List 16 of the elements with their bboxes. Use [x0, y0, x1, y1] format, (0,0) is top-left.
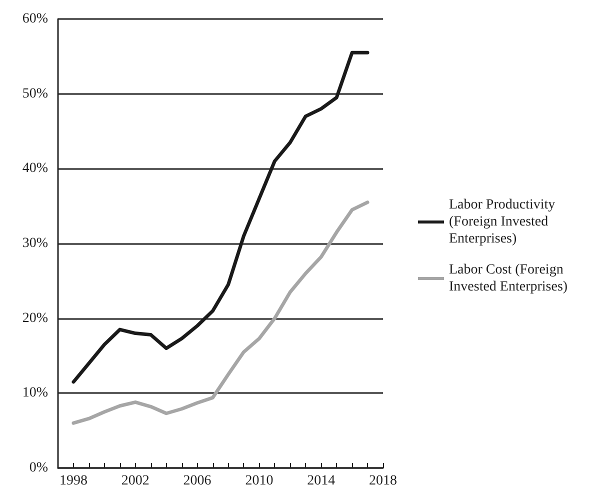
- legend-label: Labor Productivity (Foreign Invested Enterprises): [449, 198, 559, 246]
- legend-label: Labor Cost (Foreign Invested Enterprises): [449, 262, 568, 294]
- x-tick-label: 2018: [369, 474, 397, 488]
- y-tick-label: 30%: [22, 236, 48, 251]
- y-tick-label: 10%: [22, 386, 48, 401]
- x-tick-label: 2014: [307, 474, 336, 488]
- y-tick-label: 50%: [22, 86, 48, 102]
- y-tick-label: 20%: [22, 310, 48, 326]
- x-tick-label: 1998: [59, 474, 88, 488]
- x-tick-label: 2010: [245, 474, 274, 488]
- line-series: [72, 200, 370, 425]
- y-tick-label: 60%: [22, 12, 48, 26]
- y-tick-label: 0%: [29, 460, 48, 476]
- x-tick-label: 2002: [121, 474, 150, 488]
- y-tick-label: 40%: [22, 161, 48, 176]
- x-tick-label: 2006: [183, 474, 212, 488]
